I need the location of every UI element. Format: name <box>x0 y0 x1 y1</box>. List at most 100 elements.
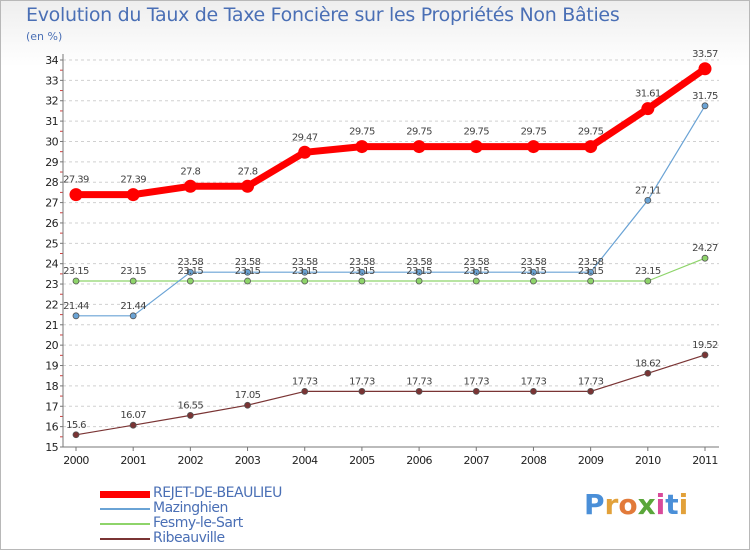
data-label: 23.15 <box>120 266 146 277</box>
data-label: 23.15 <box>578 266 604 277</box>
x-tick-label: 2006 <box>406 454 432 467</box>
data-label: 24.27 <box>692 243 718 254</box>
data-point <box>126 188 140 202</box>
data-label: 31.61 <box>635 89 661 100</box>
data-point <box>72 277 80 285</box>
data-label: 27.8 <box>180 166 200 177</box>
y-tick-label: 23 <box>45 278 58 291</box>
data-point <box>301 387 309 395</box>
data-label: 27.8 <box>238 166 258 177</box>
data-label: 23.58 <box>349 257 375 268</box>
data-point <box>72 312 80 320</box>
series-line-rejet-de-beaulieu <box>76 65 708 199</box>
data-label: 23.58 <box>406 257 432 268</box>
data-point <box>69 188 83 202</box>
data-point <box>530 268 537 276</box>
x-tick-labels: 2000 2001 2002 2003 2004 2005 2006 2007 2008 2009… <box>63 454 718 467</box>
legend-label: REJET-DE-BEAULIEU <box>153 485 282 501</box>
y-tick-label: 16 <box>45 421 58 434</box>
series-line-ribeauville <box>75 354 706 436</box>
data-point <box>530 277 537 285</box>
data-label: 23.15 <box>292 266 318 277</box>
data-point <box>526 140 540 154</box>
data-label: 23.15 <box>463 266 489 277</box>
data-point <box>415 268 423 276</box>
logo-letter: x <box>637 488 656 521</box>
data-point <box>472 387 480 395</box>
data-point <box>129 277 137 285</box>
data-point <box>358 387 366 395</box>
data-point <box>701 102 709 110</box>
data-label: 15.6 <box>66 420 86 431</box>
data-label: 27.39 <box>63 175 89 186</box>
data-label: 29.75 <box>463 127 489 138</box>
legend-swatch <box>100 538 150 540</box>
data-point <box>301 277 309 285</box>
series-line-fesmy-le-sart <box>76 257 706 282</box>
data-label: 29.75 <box>578 127 604 138</box>
data-label: 17.73 <box>406 376 432 387</box>
data-label: 23.58 <box>521 257 547 268</box>
legend-label: Mazinghien <box>153 500 228 516</box>
x-tick-label: 2000 <box>63 454 89 467</box>
data-label: 17.05 <box>235 390 261 401</box>
data-label: 17.73 <box>349 376 375 387</box>
y-tick-label: 17 <box>45 400 58 413</box>
data-label: 21.44 <box>63 301 89 312</box>
series-line-mazinghien <box>76 105 706 317</box>
y-tick-label: 27 <box>45 197 58 210</box>
y-tick-label: 21 <box>45 319 58 332</box>
data-point <box>644 277 652 285</box>
data-label: 29.75 <box>349 127 375 138</box>
data-point <box>301 268 309 276</box>
data-point <box>587 277 595 285</box>
data-label: 29.75 <box>521 127 547 138</box>
data-point <box>644 196 652 204</box>
data-label: 23.58 <box>578 257 604 268</box>
data-point <box>244 277 251 285</box>
y-tick-label: 33 <box>45 74 58 87</box>
logo-letter: r <box>604 488 619 521</box>
data-label: 23.15 <box>235 266 261 277</box>
x-tick-label: 2005 <box>349 454 375 467</box>
y-tick-label: 34 <box>45 54 58 67</box>
data-point <box>415 277 423 285</box>
legend-swatch <box>100 490 150 498</box>
y-tick-label: 22 <box>45 298 58 311</box>
legend-swatch <box>100 523 150 525</box>
y-tick-label: 29 <box>45 156 58 169</box>
y-tick-label: 18 <box>45 380 58 393</box>
data-label: 23.15 <box>349 266 375 277</box>
legend-label: Ribeauville <box>153 530 225 546</box>
data-point <box>358 277 366 285</box>
y-tick-label: 28 <box>45 176 58 189</box>
y-tick-label: 24 <box>45 258 58 271</box>
data-label: 19.52 <box>692 340 718 351</box>
data-point <box>358 268 366 276</box>
data-point <box>584 140 598 154</box>
data-point <box>701 351 709 359</box>
y-tick-label: 25 <box>45 237 58 250</box>
axes <box>60 54 719 451</box>
data-label: 17.73 <box>521 376 547 387</box>
data-point <box>186 268 194 276</box>
data-point <box>244 268 251 276</box>
legend-swatch <box>100 508 150 510</box>
y-tick-label: 30 <box>45 135 58 148</box>
legend-label: Fesmy-le-Sart <box>153 515 243 531</box>
data-point <box>587 387 595 395</box>
data-label: 16.07 <box>120 410 146 421</box>
data-point <box>641 102 655 116</box>
x-tick-label: 2001 <box>120 454 146 467</box>
y-tick-labels: 15 16 17 18 19 20 21 22 23 24 25 26 27 28 29 30 31 32 33 34 <box>45 54 59 454</box>
data-label: 23.58 <box>235 257 261 268</box>
chart-title: Evolution du Taux de Taxe Foncière sur l… <box>26 4 620 26</box>
logo-letter: i <box>678 488 689 521</box>
data-point <box>412 140 426 154</box>
data-point <box>244 401 251 409</box>
x-tick-label: 2011 <box>692 454 718 467</box>
data-point <box>587 268 595 276</box>
data-label: 21.44 <box>120 301 146 312</box>
data-label: 16.55 <box>178 400 204 411</box>
